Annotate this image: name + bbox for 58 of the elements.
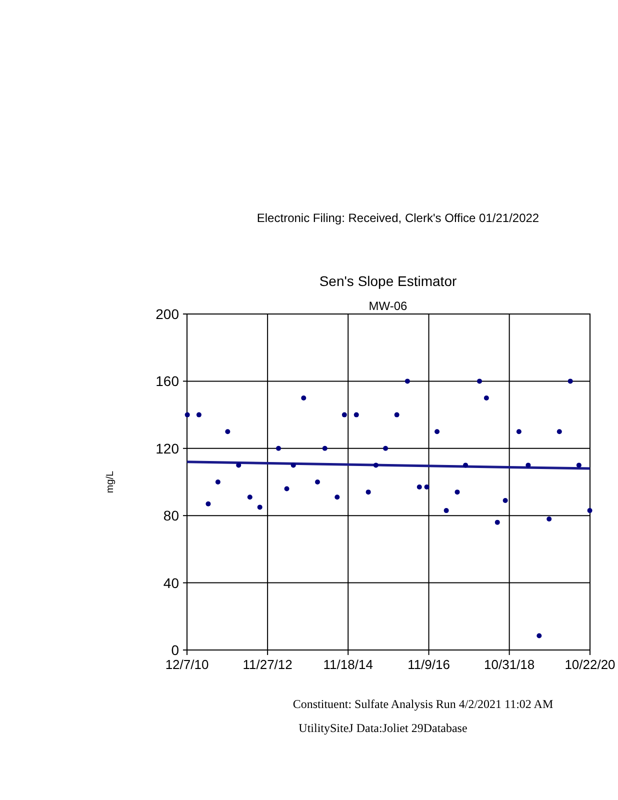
point bbox=[290, 462, 296, 468]
y-tick-label: 0 bbox=[171, 642, 180, 658]
point bbox=[301, 396, 306, 400]
x-tick-label: 11/18/14 bbox=[323, 657, 373, 672]
point bbox=[225, 429, 230, 434]
text: UtilitySiteJ Data:Joliet 29Database bbox=[298, 721, 468, 735]
x-tick-label: 12/7/10 bbox=[165, 657, 209, 672]
point bbox=[416, 484, 422, 490]
point bbox=[444, 508, 449, 514]
point bbox=[334, 494, 340, 500]
y-tick-label: 120 bbox=[156, 440, 180, 456]
point bbox=[424, 484, 430, 490]
point bbox=[322, 446, 328, 451]
x-tick-label: 11/9/16 bbox=[408, 657, 450, 672]
point bbox=[206, 501, 211, 506]
y-tick-label: 160 bbox=[156, 373, 180, 390]
point bbox=[284, 486, 290, 492]
y-axis-title: mg/L bbox=[105, 470, 116, 494]
point bbox=[516, 429, 522, 434]
point bbox=[587, 508, 592, 514]
x-tick-label: 10/22/20 bbox=[564, 657, 616, 672]
chart-title: Sen's Slope Estimator bbox=[319, 273, 457, 289]
point bbox=[404, 378, 410, 384]
point bbox=[196, 412, 202, 418]
text: Constituent: Sulfate Analysis Run 4/2/2021 11:02 AM bbox=[292, 697, 554, 711]
point bbox=[247, 494, 252, 500]
point bbox=[556, 429, 562, 434]
y-tick-label: 80 bbox=[163, 508, 180, 524]
point bbox=[342, 412, 347, 418]
x-tick-label: 10/31/18 bbox=[484, 657, 535, 672]
point bbox=[484, 396, 489, 400]
point bbox=[373, 462, 378, 468]
point bbox=[394, 412, 400, 418]
point bbox=[536, 633, 542, 638]
y-tick-label: 200 bbox=[156, 306, 180, 322]
point bbox=[526, 462, 531, 468]
point bbox=[366, 490, 371, 495]
point bbox=[354, 412, 359, 418]
point bbox=[434, 429, 440, 434]
point bbox=[184, 412, 190, 418]
y-tick-label: 40 bbox=[163, 574, 180, 591]
point bbox=[494, 520, 500, 525]
point bbox=[383, 446, 388, 451]
point bbox=[568, 378, 573, 384]
point bbox=[215, 480, 220, 484]
point bbox=[314, 480, 320, 484]
point bbox=[454, 490, 460, 495]
x-tick-label: 11/27/12 bbox=[242, 657, 292, 672]
point bbox=[477, 378, 482, 384]
point bbox=[502, 498, 508, 503]
point bbox=[576, 462, 582, 468]
point bbox=[236, 462, 242, 468]
point bbox=[546, 516, 552, 522]
text: Electronic Filing: Received, Clerk's Office 01/21/2022 bbox=[256, 211, 540, 225]
chart-subtitle: MW-06 bbox=[368, 299, 408, 313]
point bbox=[463, 462, 468, 468]
point bbox=[257, 504, 262, 510]
point bbox=[276, 446, 282, 451]
